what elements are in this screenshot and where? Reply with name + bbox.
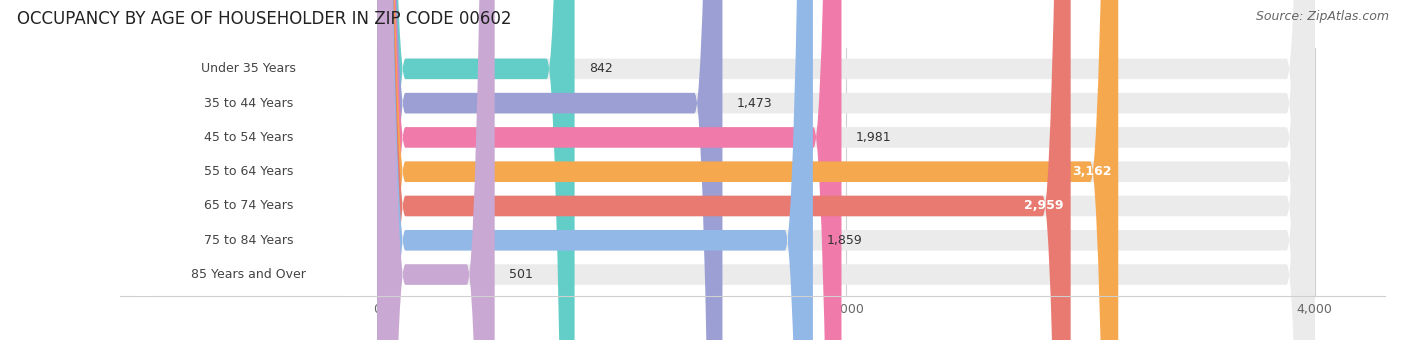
Text: 2,959: 2,959 <box>1024 200 1064 212</box>
FancyBboxPatch shape <box>377 0 1315 340</box>
FancyBboxPatch shape <box>136 0 360 340</box>
FancyBboxPatch shape <box>377 0 1315 340</box>
Text: 501: 501 <box>509 268 533 281</box>
Text: 35 to 44 Years: 35 to 44 Years <box>204 97 292 109</box>
Text: 65 to 74 Years: 65 to 74 Years <box>204 200 292 212</box>
FancyBboxPatch shape <box>136 0 360 340</box>
Text: 55 to 64 Years: 55 to 64 Years <box>204 165 292 178</box>
Text: 45 to 54 Years: 45 to 54 Years <box>204 131 292 144</box>
Text: 842: 842 <box>589 62 613 75</box>
Text: 3,162: 3,162 <box>1071 165 1111 178</box>
Text: 1,859: 1,859 <box>827 234 863 247</box>
FancyBboxPatch shape <box>136 0 360 340</box>
Text: OCCUPANCY BY AGE OF HOUSEHOLDER IN ZIP CODE 00602: OCCUPANCY BY AGE OF HOUSEHOLDER IN ZIP C… <box>17 10 512 28</box>
FancyBboxPatch shape <box>377 0 1315 340</box>
Text: 1,981: 1,981 <box>855 131 891 144</box>
Text: 1,473: 1,473 <box>737 97 772 109</box>
FancyBboxPatch shape <box>136 0 360 340</box>
FancyBboxPatch shape <box>377 0 1315 340</box>
Text: 85 Years and Over: 85 Years and Over <box>191 268 307 281</box>
FancyBboxPatch shape <box>377 0 495 340</box>
FancyBboxPatch shape <box>377 0 575 340</box>
Text: Under 35 Years: Under 35 Years <box>201 62 295 75</box>
FancyBboxPatch shape <box>377 0 1315 340</box>
FancyBboxPatch shape <box>377 0 1118 340</box>
FancyBboxPatch shape <box>377 0 1315 340</box>
FancyBboxPatch shape <box>377 0 723 340</box>
FancyBboxPatch shape <box>377 0 813 340</box>
FancyBboxPatch shape <box>377 0 1315 340</box>
FancyBboxPatch shape <box>377 0 841 340</box>
FancyBboxPatch shape <box>377 0 1071 340</box>
Text: Source: ZipAtlas.com: Source: ZipAtlas.com <box>1256 10 1389 23</box>
FancyBboxPatch shape <box>136 0 360 340</box>
FancyBboxPatch shape <box>136 0 360 340</box>
Text: 75 to 84 Years: 75 to 84 Years <box>204 234 292 247</box>
FancyBboxPatch shape <box>136 0 360 340</box>
